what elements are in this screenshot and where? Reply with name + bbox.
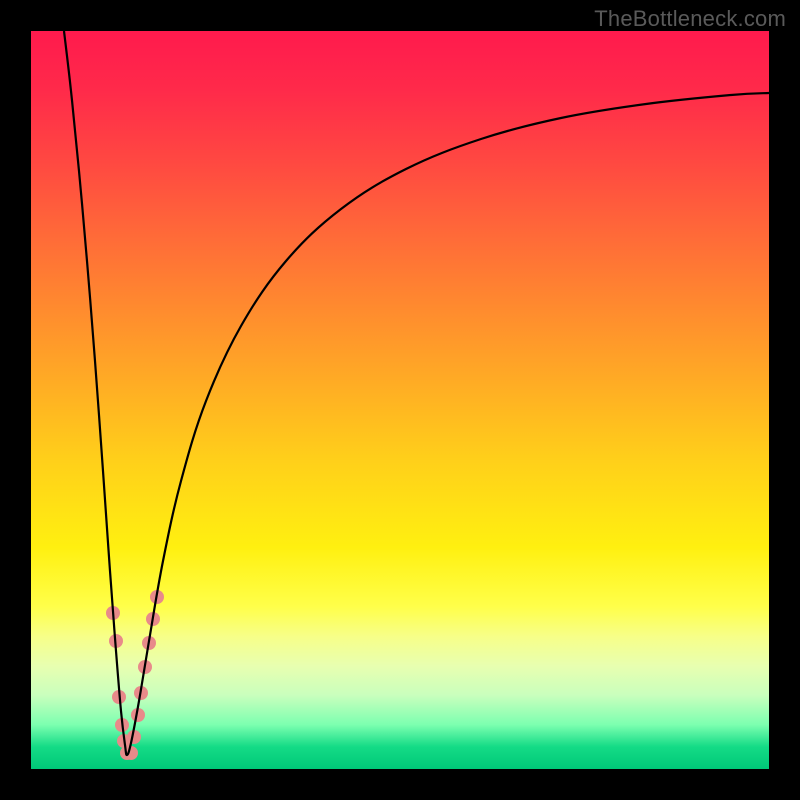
plot-area: [31, 31, 769, 769]
bottleneck-curve: [64, 31, 769, 755]
data-markers-group: [106, 590, 164, 760]
curve-layer: [31, 31, 769, 769]
watermark-text: TheBottleneck.com: [594, 6, 786, 32]
chart-frame: TheBottleneck.com: [0, 0, 800, 800]
